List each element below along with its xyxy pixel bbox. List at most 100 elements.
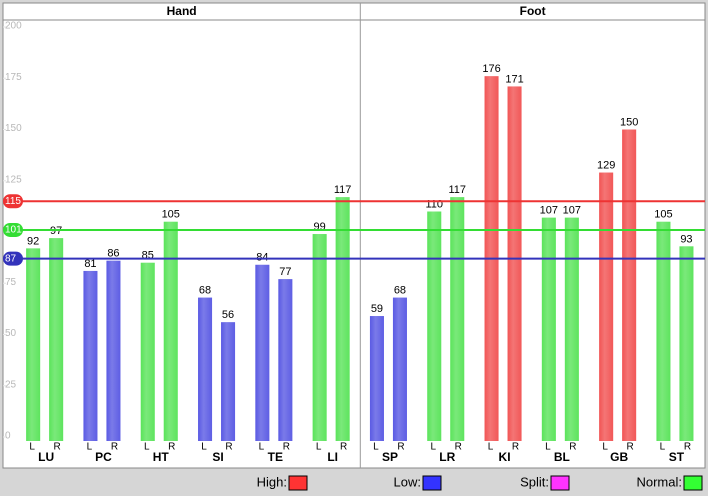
legend-label: Split: (520, 474, 549, 489)
y-tick-label: 175 (5, 72, 22, 83)
category-label: TE (268, 450, 283, 464)
value-label: 105 (654, 209, 672, 221)
section-header: Foot (520, 4, 546, 18)
side-label: R (397, 442, 404, 453)
category-label: GB (610, 450, 628, 464)
category-label: ST (669, 450, 685, 464)
legend-swatch (422, 475, 442, 491)
bar-shade (599, 172, 614, 442)
value-label: 81 (84, 258, 96, 270)
bar-shade (335, 197, 350, 441)
side-label: L (144, 442, 150, 453)
side-label: R (283, 442, 290, 453)
reference-badge (3, 251, 23, 266)
bar-shade (541, 217, 556, 441)
y-tick-label: 125 (5, 174, 22, 185)
legend-label: Normal: (636, 474, 682, 489)
side-label: R (627, 442, 634, 453)
category-label: PC (95, 450, 112, 464)
value-label: 150 (620, 116, 638, 128)
category-label: LU (38, 450, 54, 464)
bar-shade (656, 221, 671, 441)
y-tick-label: 150 (5, 123, 22, 134)
side-label: R (54, 442, 61, 453)
side-label: L (316, 442, 322, 453)
bar-shade (49, 238, 64, 441)
side-label: L (545, 442, 551, 453)
bar-shade (255, 264, 270, 441)
legend-label: High: (257, 474, 287, 489)
legend-swatch (550, 475, 570, 491)
value-label: 97 (50, 225, 62, 237)
legend-swatch (288, 475, 308, 491)
plot: 0255075100125150175200HandLU92L97RPC81L8… (3, 3, 705, 491)
bar-shade (221, 322, 236, 441)
bar-shade (312, 234, 327, 441)
legend-swatch (683, 475, 703, 491)
side-label: L (430, 442, 436, 453)
value-label: 93 (680, 233, 692, 245)
side-label: L (488, 442, 494, 453)
y-tick-label: 25 (5, 379, 17, 390)
bar-shade (106, 260, 121, 441)
value-label: 176 (482, 63, 500, 75)
value-label: 117 (334, 184, 352, 196)
value-label: 56 (222, 309, 234, 321)
value-label: 59 (371, 303, 383, 315)
legend-label: Low: (394, 474, 421, 489)
bar-shade (198, 297, 213, 441)
category-label: HT (153, 450, 170, 464)
bar-shade (450, 197, 465, 441)
value-label: 110 (425, 198, 443, 210)
bar-shade (507, 86, 522, 441)
reference-badge (3, 222, 23, 237)
value-label: 77 (279, 266, 291, 278)
value-label: 68 (394, 285, 406, 297)
bar-shade (26, 248, 41, 441)
bar-shade (140, 262, 155, 441)
side-label: L (87, 442, 93, 453)
bar-shade (83, 270, 98, 441)
y-tick-label: 200 (5, 21, 22, 32)
side-label: L (660, 442, 666, 453)
reference-label: 101 (5, 225, 22, 236)
value-label: 105 (162, 209, 180, 221)
bar-shade (622, 129, 637, 441)
reference-label: 87 (5, 253, 17, 264)
y-tick-label: 0 (5, 431, 11, 442)
reference-badge (3, 194, 23, 209)
category-label: KI (499, 450, 511, 464)
value-label: 117 (448, 184, 466, 196)
side-label: R (111, 442, 118, 453)
y-tick-label: 75 (5, 277, 17, 288)
side-label: L (373, 442, 379, 453)
value-label: 86 (107, 248, 119, 260)
side-label: L (602, 442, 608, 453)
bar-shade (369, 316, 384, 441)
side-label: R (340, 442, 347, 453)
value-label: 107 (563, 205, 581, 217)
side-label: R (168, 442, 175, 453)
side-label: L (29, 442, 35, 453)
value-label: 99 (314, 221, 326, 233)
section-header: Hand (167, 4, 197, 18)
y-tick-label: 50 (5, 328, 17, 339)
category-label: SP (382, 450, 398, 464)
category-label: LR (439, 450, 455, 464)
bar-shade (427, 211, 442, 441)
value-label: 107 (540, 205, 558, 217)
bar-shade (679, 246, 694, 441)
side-label: L (259, 442, 265, 453)
side-label: L (201, 442, 207, 453)
side-label: R (684, 442, 691, 453)
category-label: BL (554, 450, 570, 464)
value-label: 129 (597, 159, 615, 171)
bar-shade (564, 217, 579, 441)
value-label: 92 (27, 235, 39, 247)
side-label: R (455, 442, 462, 453)
bar-shade (163, 221, 178, 441)
category-label: SI (212, 450, 223, 464)
bar-shade (392, 297, 407, 441)
side-label: R (225, 442, 232, 453)
